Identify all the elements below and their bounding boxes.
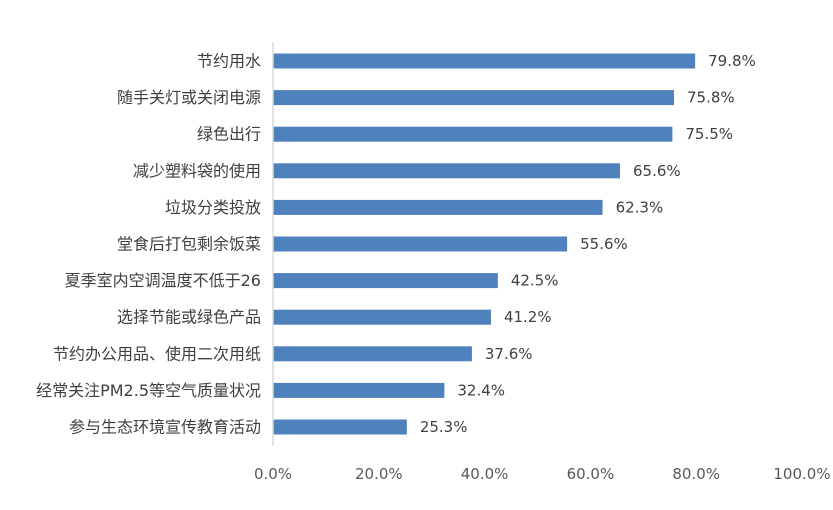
bar — [273, 419, 407, 435]
category-label: 夏季室内空调温度不低于26 — [65, 271, 261, 290]
bar — [273, 53, 696, 69]
data-label: 37.6% — [485, 345, 533, 363]
bar — [273, 90, 674, 106]
data-label: 25.3% — [420, 418, 468, 436]
data-label: 65.6% — [633, 162, 681, 180]
data-label: 75.8% — [687, 89, 735, 107]
category-label: 堂食后打包剩余饭菜 — [117, 235, 261, 254]
category-labels: 节约用水随手关灯或关闭电源绿色出行减少塑料袋的使用垃圾分类投放堂食后打包剩余饭菜… — [36, 52, 261, 437]
category-label: 节约办公用品、使用二次用纸 — [53, 344, 261, 363]
category-label: 减少塑料袋的使用 — [133, 161, 261, 180]
bar — [273, 309, 491, 325]
category-label: 选择节能或绿色产品 — [117, 308, 261, 327]
x-tick-label: 40.0% — [461, 465, 509, 483]
category-label: 参与生态环境宣传教育活动 — [69, 418, 261, 437]
category-label: 节约用水 — [197, 52, 261, 71]
category-label: 垃圾分类投放 — [165, 198, 261, 217]
x-tick-label: 60.0% — [567, 465, 615, 483]
x-tick-label: 80.0% — [672, 465, 720, 483]
bar — [273, 126, 673, 142]
data-label: 41.2% — [504, 308, 552, 326]
bar — [273, 163, 621, 179]
x-tick-label: 0.0% — [254, 465, 292, 483]
category-label: 经常关注PM2.5等空气质量状况 — [36, 381, 261, 400]
value-labels: 79.8% 75.8% 75.5% 65.6% 62.3% 55.6% 42.5% 41.2%… — [420, 52, 756, 436]
category-label: 绿色出行 — [197, 125, 261, 144]
bar — [273, 273, 498, 289]
data-label: 79.8% — [708, 52, 756, 70]
data-label: 75.5% — [685, 125, 733, 143]
data-label: 62.3% — [616, 198, 664, 216]
data-label: 55.6% — [580, 235, 628, 253]
category-label: 随手关灯或关闭电源 — [117, 88, 261, 107]
data-label: 42.5% — [511, 272, 559, 290]
data-label: 32.4% — [457, 381, 505, 399]
x-axis-tick-labels: 0.0% 20.0% 40.0% 60.0% 80.0% 100.0% — [254, 465, 831, 483]
bar — [273, 236, 568, 252]
bar — [273, 346, 472, 362]
bars-group — [273, 53, 696, 435]
bar — [273, 199, 603, 215]
bar — [273, 382, 445, 398]
x-tick-label: 20.0% — [355, 465, 403, 483]
x-tick-label: 100.0% — [773, 465, 830, 483]
